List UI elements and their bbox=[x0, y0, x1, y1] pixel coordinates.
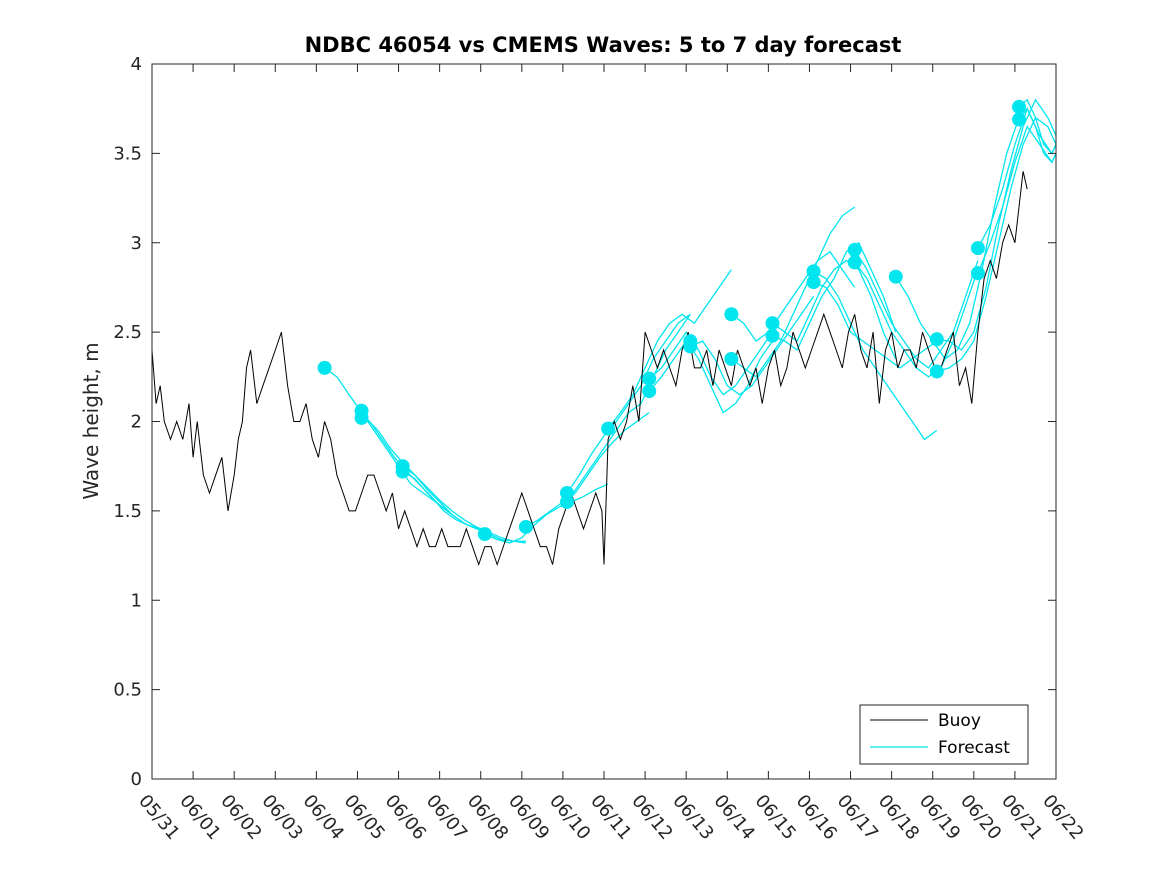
forecast-line-27 bbox=[1018, 107, 1056, 164]
x-tick-label: 06/05 bbox=[340, 791, 389, 844]
x-tick-label: 06/03 bbox=[257, 791, 306, 844]
x-tick-label: 06/21 bbox=[997, 791, 1046, 844]
x-tick-label: 06/15 bbox=[751, 791, 800, 844]
legend-label-forecast: Forecast bbox=[938, 738, 1010, 758]
forecast-line-14 bbox=[731, 206, 856, 378]
forecast-marker bbox=[317, 360, 332, 375]
x-tick-label: 06/16 bbox=[792, 791, 841, 844]
buoy-line bbox=[151, 171, 1028, 567]
forecast-marker bbox=[395, 464, 410, 479]
y-tick-label: 0.5 bbox=[113, 680, 142, 701]
forecast-line-7 bbox=[566, 313, 691, 503]
forecast-marker bbox=[806, 264, 821, 279]
y-tick-label: 0 bbox=[131, 769, 142, 790]
forecast-marker bbox=[847, 255, 862, 270]
forecast-marker bbox=[560, 486, 575, 500]
forecast-line-22 bbox=[936, 98, 1056, 351]
forecast-line-19 bbox=[854, 249, 979, 369]
x-tick-label: 06/06 bbox=[381, 791, 430, 844]
y-tick-label: 4 bbox=[131, 54, 142, 75]
x-tick-label: 06/20 bbox=[956, 791, 1005, 844]
forecast-marker bbox=[929, 332, 944, 347]
forecast-line-16 bbox=[772, 241, 897, 351]
forecast-line-2 bbox=[365, 417, 490, 533]
x-tick-label: 06/19 bbox=[915, 791, 964, 844]
x-tick-label: 06/12 bbox=[627, 791, 676, 844]
legend: Buoy Forecast bbox=[859, 704, 1029, 765]
forecast-line-18 bbox=[813, 281, 938, 369]
forecast-marker bbox=[601, 421, 616, 436]
x-tick-label: 06/07 bbox=[422, 791, 471, 844]
y-tick-label: 1.5 bbox=[113, 501, 142, 522]
plot-area bbox=[151, 98, 1056, 567]
x-tick-label: 06/11 bbox=[586, 791, 635, 844]
x-tick-label: 06/22 bbox=[1038, 791, 1087, 844]
forecast-marker bbox=[724, 307, 739, 322]
x-tick-label: 05/31 bbox=[134, 791, 183, 844]
forecast-marker bbox=[806, 275, 821, 290]
forecast-marker bbox=[642, 384, 657, 399]
legend-box bbox=[859, 704, 1029, 765]
x-tick-label: 06/18 bbox=[874, 791, 923, 844]
forecast-line-9 bbox=[607, 269, 732, 430]
forecast-line-15 bbox=[772, 259, 897, 360]
forecast-line-0 bbox=[324, 367, 449, 512]
x-tick-label: 06/17 bbox=[833, 791, 882, 844]
forecast-line-23 bbox=[936, 116, 1056, 373]
forecast-line-3 bbox=[402, 465, 526, 544]
forecast-marker bbox=[1012, 99, 1027, 114]
forecast-line-10 bbox=[648, 330, 774, 396]
forecast-marker bbox=[354, 410, 369, 425]
forecast-line-6 bbox=[525, 412, 650, 528]
forecast-marker bbox=[1012, 112, 1027, 127]
forecast-line-12 bbox=[690, 296, 815, 396]
legend-label-buoy: Buoy bbox=[938, 711, 981, 731]
y-axis-label: Wave height, m bbox=[79, 342, 103, 499]
forecast-marker bbox=[683, 339, 698, 354]
forecast-marker bbox=[847, 242, 862, 257]
forecast-marker bbox=[888, 269, 903, 284]
x-tick-label: 06/08 bbox=[463, 791, 512, 844]
forecast-marker bbox=[765, 316, 780, 331]
x-tick-label: 06/04 bbox=[299, 791, 348, 844]
forecast-line-17 bbox=[813, 270, 938, 441]
x-tick-label: 06/01 bbox=[175, 791, 224, 844]
forecast-line-21 bbox=[895, 117, 1020, 360]
forecast-marker bbox=[724, 351, 739, 366]
forecast-marker bbox=[477, 527, 492, 542]
x-tick-label: 06/10 bbox=[545, 791, 594, 844]
forecast-line-8 bbox=[566, 313, 691, 494]
axes-box bbox=[151, 63, 1057, 780]
forecast-marker bbox=[518, 519, 533, 534]
y-tick-label: 3.5 bbox=[113, 143, 142, 164]
forecast-marker bbox=[765, 328, 780, 343]
forecast-line-13 bbox=[731, 250, 856, 343]
chart-title: NDBC 46054 vs CMEMS Waves: 5 to 7 day fo… bbox=[305, 33, 902, 57]
forecast-marker bbox=[970, 241, 985, 256]
y-tick-label: 3 bbox=[131, 233, 142, 254]
x-tick-label: 06/09 bbox=[504, 791, 553, 844]
x-tick-label: 06/02 bbox=[216, 791, 265, 844]
y-tick-label: 1 bbox=[131, 590, 142, 611]
y-tick-label: 2 bbox=[131, 412, 142, 433]
x-tick-label: 06/14 bbox=[709, 791, 758, 844]
x-tick-label: 06/13 bbox=[668, 791, 717, 844]
forecast-line-26 bbox=[1018, 98, 1056, 155]
forecast-marker bbox=[642, 371, 657, 386]
forecast-marker bbox=[929, 364, 944, 379]
y-tick-label: 2.5 bbox=[113, 322, 142, 343]
forecast-marker bbox=[970, 266, 985, 281]
forecast-line-11 bbox=[648, 339, 774, 414]
